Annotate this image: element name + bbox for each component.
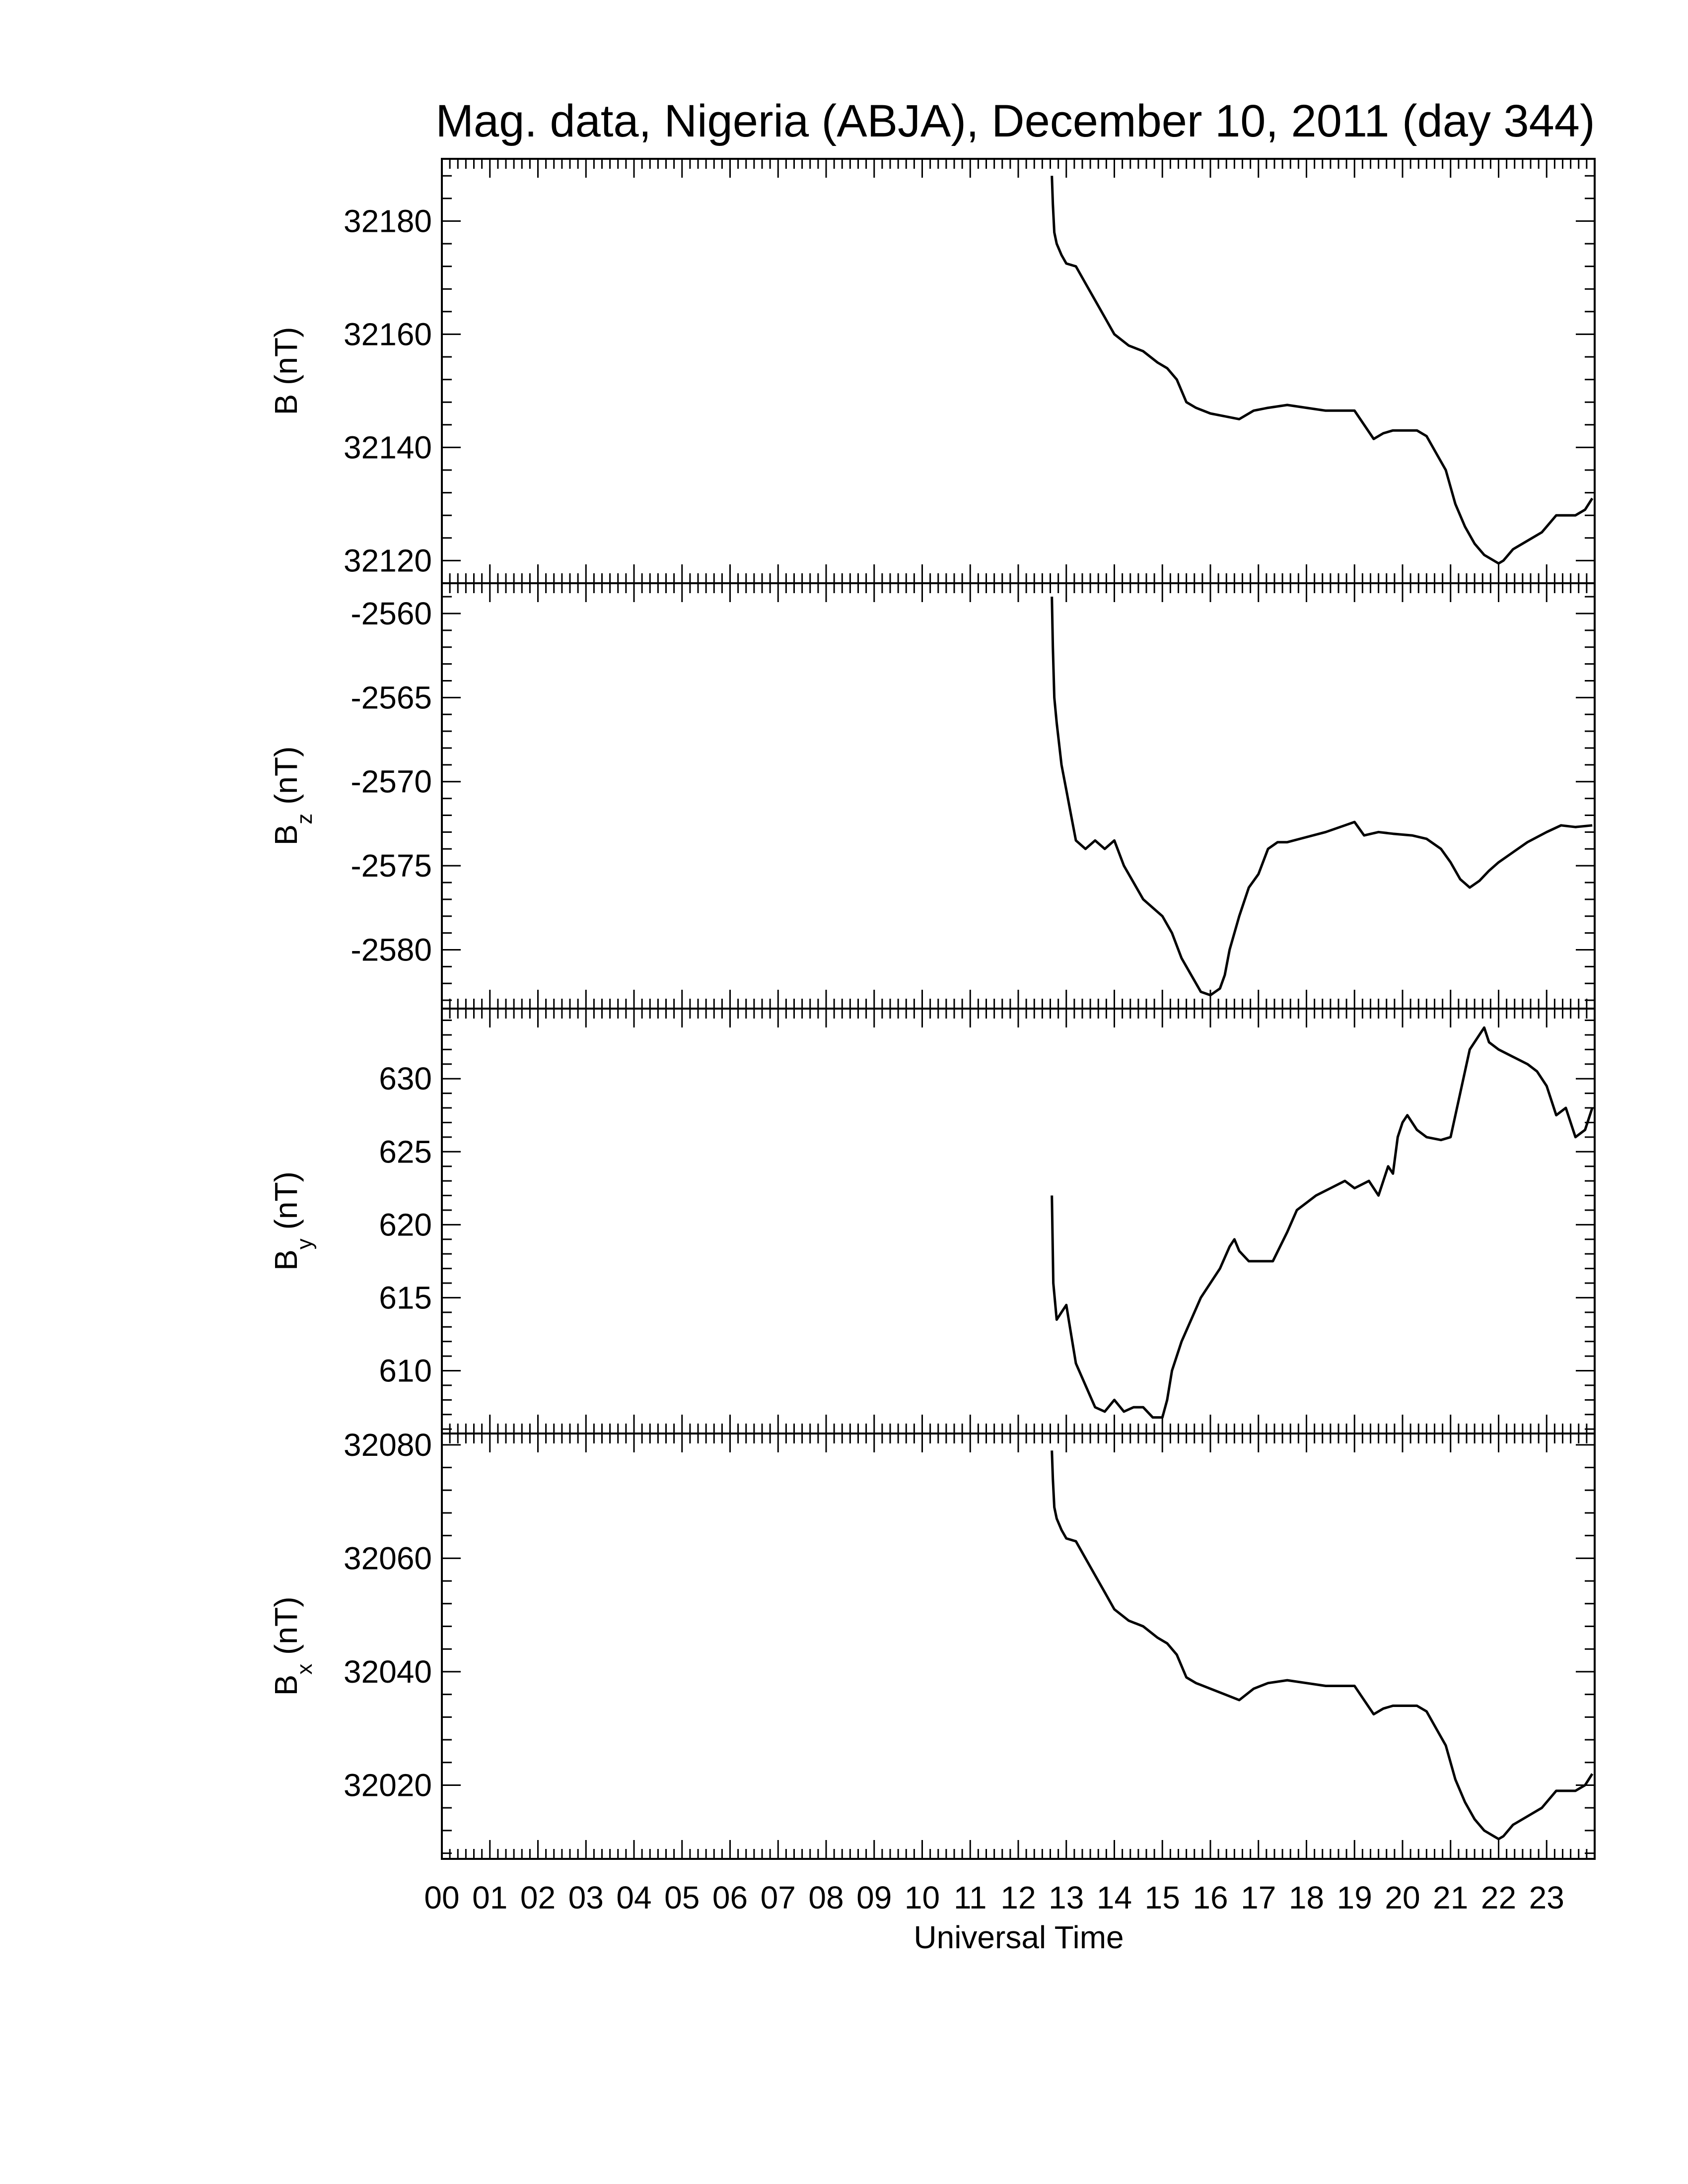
x-axis-label: Universal Time bbox=[914, 1919, 1124, 1955]
panel-3: 610 615 620 625 630 By (nT) bbox=[268, 1008, 1596, 1434]
y-axis-label: By (nT) bbox=[268, 1171, 317, 1271]
x-tick-label: 07 bbox=[761, 1880, 796, 1915]
y-axis-label-main: B bbox=[268, 824, 304, 846]
y-tick-label: 32080 bbox=[344, 1427, 432, 1463]
series-line bbox=[1051, 1026, 1594, 1419]
y-axis-label-main: B bbox=[268, 394, 304, 415]
x-tick-label: 10 bbox=[905, 1880, 940, 1915]
y-axis-label-unit: (nT) bbox=[268, 327, 304, 394]
panel-frame bbox=[441, 158, 1596, 584]
panel-x-ticks bbox=[441, 1433, 1596, 1859]
y-tick-label: 625 bbox=[379, 1134, 432, 1169]
y-tick-label: 630 bbox=[379, 1061, 432, 1096]
x-tick-label: 12 bbox=[1000, 1880, 1036, 1915]
panel-y-ticks bbox=[442, 596, 1595, 1001]
panel-frame bbox=[441, 1433, 1596, 1860]
y-tick-label: 32040 bbox=[344, 1654, 432, 1690]
y-tick-label: 610 bbox=[379, 1353, 432, 1389]
panels: 32120 32140 32160 32180 B (nT) -2580 -2575 -257… bbox=[268, 158, 1596, 1860]
y-tick-label: 32160 bbox=[344, 316, 432, 352]
y-tick-label: -2565 bbox=[351, 680, 432, 715]
y-axis-label-unit: (nT) bbox=[268, 1597, 304, 1664]
x-tick-label: 02 bbox=[520, 1880, 556, 1915]
x-tick-label: 19 bbox=[1337, 1880, 1372, 1915]
x-tick-label: 04 bbox=[616, 1880, 651, 1915]
x-tick-label: 05 bbox=[664, 1880, 700, 1915]
x-tick-label: 16 bbox=[1193, 1880, 1228, 1915]
y-axis-label-subscript: x bbox=[292, 1664, 317, 1675]
x-tick-label: 13 bbox=[1049, 1880, 1084, 1915]
y-tick-label: 32060 bbox=[344, 1540, 432, 1576]
x-tick-label: 23 bbox=[1529, 1880, 1564, 1915]
panel-x-ticks bbox=[441, 583, 1596, 1009]
y-tick-label: 32180 bbox=[344, 203, 432, 239]
y-tick-label: -2580 bbox=[351, 932, 432, 967]
y-axis-label-unit: (nT) bbox=[268, 747, 304, 814]
y-tick-label: 32020 bbox=[344, 1767, 432, 1803]
y-axis-label-subscript: y bbox=[292, 1238, 317, 1249]
y-axis-label: B (nT) bbox=[268, 327, 304, 415]
series-line bbox=[1051, 176, 1594, 565]
x-tick-label: 22 bbox=[1481, 1880, 1516, 1915]
panel-x-ticks bbox=[441, 1009, 1596, 1433]
y-axis-label-subscript: z bbox=[292, 814, 317, 824]
series-line bbox=[1051, 1450, 1594, 1841]
y-tick-label: -2560 bbox=[351, 596, 432, 631]
panel-1: 32120 32140 32160 32180 B (nT) bbox=[268, 158, 1596, 584]
y-axis-label: Bx (nT) bbox=[268, 1597, 317, 1696]
x-tick-label: 01 bbox=[472, 1880, 507, 1915]
x-axis: 00 01 02 03 04 05 06 07 08 09 10 11 12 13 14 15 16 17 18 19… bbox=[424, 1880, 1564, 1915]
x-tick-label: 15 bbox=[1145, 1880, 1180, 1915]
y-tick-label: 32120 bbox=[344, 543, 432, 578]
panel-y-ticks bbox=[442, 1020, 1595, 1430]
x-tick-label: 18 bbox=[1289, 1880, 1324, 1915]
panel-4: 32020 32040 32060 32080 Bx (nT) bbox=[268, 1427, 1596, 1860]
x-tick-label: 08 bbox=[808, 1880, 844, 1915]
panel-frame bbox=[441, 582, 1596, 1010]
x-tick-label: 14 bbox=[1097, 1880, 1132, 1915]
x-tick-label: 06 bbox=[712, 1880, 748, 1915]
panel-2: -2580 -2575 -2570 -2565 -2560 Bz (nT) bbox=[268, 582, 1596, 1010]
y-tick-label: -2575 bbox=[351, 848, 432, 884]
y-axis-label-main: B bbox=[268, 1675, 304, 1696]
chart-title: Mag. data, Nigeria (ABJA), December 10, … bbox=[435, 96, 1595, 146]
panel-x-ticks bbox=[441, 159, 1596, 583]
y-tick-label: 615 bbox=[379, 1280, 432, 1315]
panel-y-ticks bbox=[442, 1444, 1595, 1854]
x-tick-label: 11 bbox=[954, 1880, 986, 1915]
x-tick-label: 21 bbox=[1433, 1880, 1468, 1915]
y-axis-label-main: B bbox=[268, 1249, 304, 1271]
x-tick-label: 17 bbox=[1241, 1880, 1276, 1915]
y-tick-label: 32140 bbox=[344, 429, 432, 465]
x-tick-label: 20 bbox=[1385, 1880, 1420, 1915]
y-tick-label: 620 bbox=[379, 1207, 432, 1242]
y-axis-label: Bz (nT) bbox=[268, 747, 317, 846]
x-tick-label: 09 bbox=[856, 1880, 892, 1915]
panel-frame bbox=[441, 1008, 1596, 1434]
x-tick-label: 00 bbox=[424, 1880, 459, 1915]
y-axis-label-unit: (nT) bbox=[268, 1171, 304, 1238]
series-line bbox=[1051, 597, 1593, 997]
panel-y-ticks bbox=[442, 175, 1595, 584]
x-tick-label: 03 bbox=[568, 1880, 604, 1915]
y-tick-label: -2570 bbox=[351, 764, 432, 800]
